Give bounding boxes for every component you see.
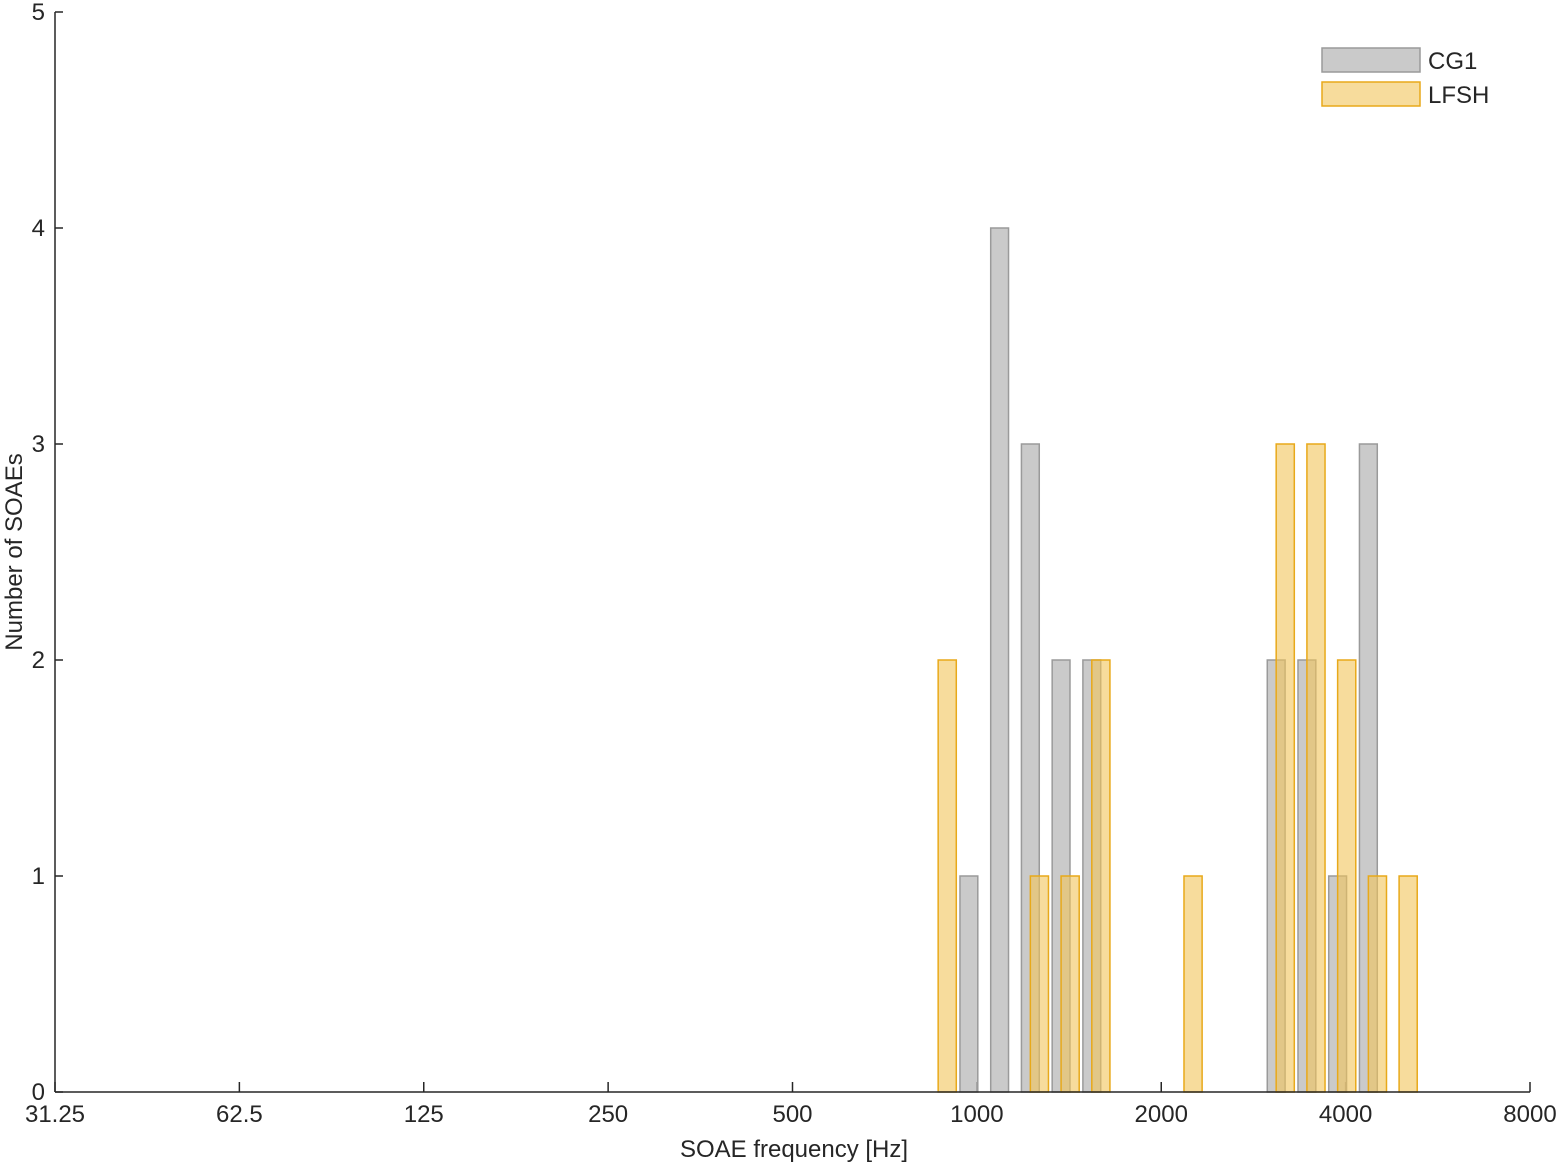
bar bbox=[1029, 875, 1050, 1093]
legend-label: CG1 bbox=[1428, 48, 1477, 75]
y-axis-label: Number of SOAEs bbox=[1, 453, 28, 650]
bar bbox=[1060, 875, 1080, 1093]
x-tick-label: 500 bbox=[772, 1101, 812, 1128]
x-tick-label: 2000 bbox=[1135, 1101, 1188, 1128]
x-tick-label: 31.25 bbox=[25, 1101, 85, 1128]
bar bbox=[1091, 659, 1111, 1093]
x-axis-label: SOAE frequency [Hz] bbox=[680, 1136, 908, 1163]
x-tick-label: 1000 bbox=[950, 1101, 1003, 1128]
bar bbox=[1398, 875, 1418, 1093]
y-tick-label: 3 bbox=[32, 431, 45, 458]
y-tick-label: 0 bbox=[32, 1079, 45, 1106]
bar bbox=[937, 659, 958, 1093]
x-tick-label: 4000 bbox=[1319, 1101, 1372, 1128]
x-tick-label: 125 bbox=[404, 1101, 444, 1128]
y-tick-label: 5 bbox=[32, 0, 45, 26]
legend-swatch bbox=[1321, 47, 1421, 73]
legend-swatch bbox=[1321, 81, 1421, 107]
y-tick-label: 2 bbox=[32, 647, 45, 674]
x-tick-label: 8000 bbox=[1503, 1101, 1556, 1128]
bar bbox=[1336, 659, 1357, 1093]
bar bbox=[1367, 875, 1388, 1093]
bar bbox=[959, 875, 979, 1093]
y-tick-label: 4 bbox=[32, 215, 45, 242]
bar bbox=[1306, 443, 1326, 1093]
bar bbox=[989, 227, 1010, 1093]
legend-label: LFSH bbox=[1428, 82, 1489, 109]
x-tick-label: 250 bbox=[588, 1101, 628, 1128]
bar bbox=[1275, 443, 1296, 1093]
y-tick-label: 1 bbox=[32, 863, 45, 890]
x-tick-label: 62.5 bbox=[216, 1101, 263, 1128]
bar bbox=[1183, 875, 1203, 1093]
